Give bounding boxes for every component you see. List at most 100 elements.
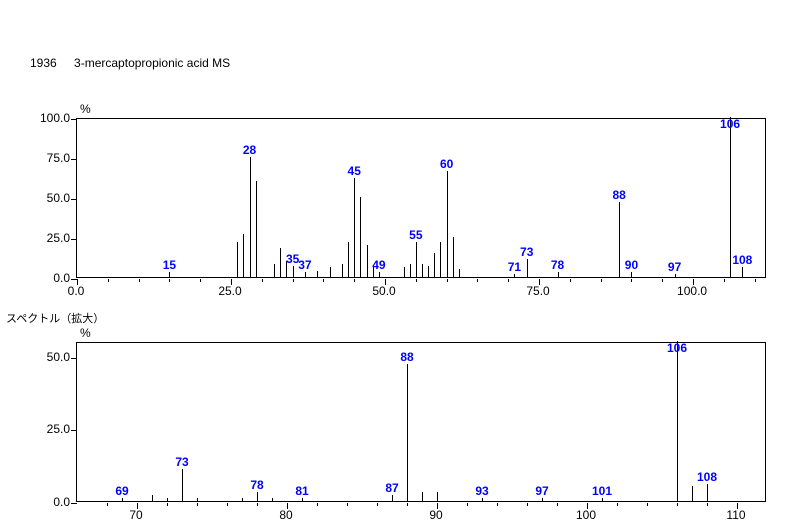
peak <box>619 202 620 277</box>
y-tick <box>71 239 77 240</box>
x-tick-minor <box>527 503 528 506</box>
peak-label: 106 <box>667 341 687 355</box>
peak-label: 73 <box>520 245 533 259</box>
peak <box>730 117 731 277</box>
title-id: 1936 <box>30 56 57 70</box>
peak-label: 106 <box>720 117 740 131</box>
x-tick-minor <box>707 503 708 506</box>
peak <box>342 264 343 277</box>
peak <box>453 237 454 277</box>
x-tick-label: 0.0 <box>68 284 85 298</box>
peak <box>631 272 632 277</box>
x-tick-label: 110 <box>726 508 745 522</box>
x-tick-minor <box>508 279 509 282</box>
y-tick-label: 25.0 <box>30 422 70 436</box>
x-tick-minor <box>617 503 618 506</box>
y-tick <box>71 503 77 504</box>
x-tick-minor <box>662 279 663 282</box>
x-tick-minor <box>323 279 324 282</box>
peak <box>243 234 244 277</box>
chart1-y-axis-label: % <box>80 102 91 116</box>
peak <box>274 264 275 277</box>
peak-label: 69 <box>115 484 128 498</box>
peak-label: 45 <box>348 164 361 178</box>
x-tick-minor <box>107 503 108 506</box>
peak <box>302 498 303 501</box>
peak <box>237 242 238 277</box>
peak <box>122 498 123 501</box>
peak <box>542 498 543 501</box>
peak <box>677 341 678 501</box>
peak <box>354 178 355 277</box>
peak <box>428 266 429 277</box>
peak <box>422 492 423 501</box>
peak <box>256 181 257 277</box>
x-tick-minor <box>317 503 318 506</box>
x-tick-minor <box>293 279 294 282</box>
sub-caption: スペクトル（拡大） <box>6 310 104 326</box>
peak-label: 93 <box>475 484 488 498</box>
title-row: 1936 3-mercaptopropionic acid MS <box>30 56 230 70</box>
peak-label: 28 <box>243 143 256 157</box>
peak-label: 15 <box>163 258 176 272</box>
x-tick-minor <box>197 503 198 506</box>
y-tick <box>71 358 77 359</box>
chart2-mass-spectrum-zoom: 6973788187889397101106108 <box>76 342 766 502</box>
peak <box>317 271 318 277</box>
peak <box>257 492 258 501</box>
peak <box>527 259 528 277</box>
peak <box>514 274 515 277</box>
peak <box>707 484 708 501</box>
x-tick-minor <box>570 279 571 282</box>
x-tick-minor <box>167 503 168 506</box>
x-tick-minor <box>257 503 258 506</box>
x-tick-minor <box>467 503 468 506</box>
y-tick <box>71 430 77 431</box>
peak <box>602 498 603 501</box>
peak-label: 71 <box>508 260 521 274</box>
peak <box>293 266 294 277</box>
x-tick-label: 80 <box>279 508 292 522</box>
y-tick-label: 0.0 <box>30 271 70 285</box>
peak <box>437 492 438 501</box>
y-tick-label: 50.0 <box>30 191 70 205</box>
x-tick-label: 100 <box>576 508 596 522</box>
x-tick-minor <box>497 503 498 506</box>
peak <box>360 197 361 277</box>
peak <box>410 264 411 277</box>
peak <box>675 274 676 277</box>
peak <box>742 267 743 277</box>
x-tick-label: 100.0 <box>677 284 707 298</box>
y-tick-label: 25.0 <box>30 231 70 245</box>
x-tick-minor <box>477 279 478 282</box>
peak-label: 88 <box>612 188 625 202</box>
peak-label: 60 <box>440 157 453 171</box>
peak <box>459 269 460 277</box>
x-tick-minor <box>139 279 140 282</box>
peak-label: 37 <box>298 258 311 272</box>
peak-label: 101 <box>592 484 612 498</box>
y-tick <box>71 159 77 160</box>
y-tick-label: 0.0 <box>30 495 70 509</box>
x-tick-minor <box>724 279 725 282</box>
peak-label: 78 <box>551 258 564 272</box>
peak <box>242 498 243 501</box>
y-tick <box>71 119 77 120</box>
x-tick-minor <box>169 279 170 282</box>
peak <box>440 242 441 277</box>
x-tick-minor <box>647 503 648 506</box>
x-tick-label: 25.0 <box>218 284 241 298</box>
x-tick-minor <box>677 503 678 506</box>
x-tick-minor <box>416 279 417 282</box>
x-tick-minor <box>377 503 378 506</box>
peak <box>348 242 349 277</box>
chart1-mass-spectrum: 1528353745495560717378889097106108 <box>76 118 766 278</box>
peak <box>305 272 306 277</box>
peak-label: 81 <box>295 484 308 498</box>
peak <box>407 364 408 501</box>
x-tick-minor <box>347 503 348 506</box>
peak <box>167 498 168 501</box>
peak <box>416 242 417 277</box>
peak <box>280 248 281 277</box>
x-tick-minor <box>557 503 558 506</box>
